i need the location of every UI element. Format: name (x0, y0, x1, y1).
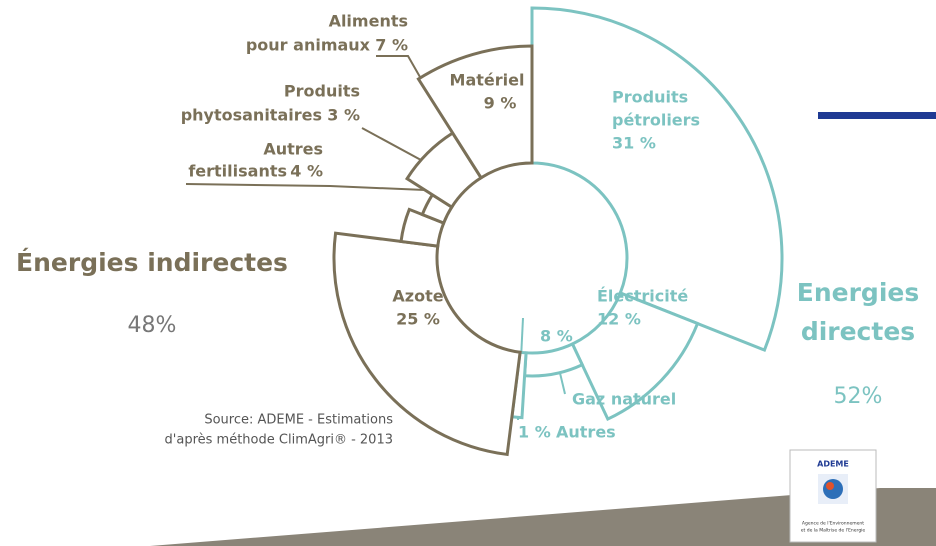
value-label: 8 % (540, 327, 573, 346)
value-label: 12 % (597, 310, 641, 329)
segment-label: Gaz naturel (572, 390, 676, 409)
value-label: 4 % (290, 162, 323, 181)
segment (530, 6, 784, 352)
logo-title: ADEME (817, 460, 849, 469)
value-label: 3 % (327, 106, 360, 125)
segment (522, 341, 585, 378)
segment (332, 231, 522, 457)
segment-label: pour animaux (246, 36, 371, 55)
footer-wedge (150, 488, 936, 546)
segment-label: Autres (556, 423, 616, 442)
segment-label: Électricité (597, 287, 688, 306)
segment (570, 291, 700, 422)
source: Source: ADEME - Estimations (204, 413, 393, 428)
value-label: 1 % (518, 423, 551, 442)
segment-label: pétroliers (612, 111, 700, 130)
segment-label: Azote (392, 287, 443, 306)
group-share: 48% (128, 313, 177, 338)
segment-label: phytosanitaires (181, 106, 322, 125)
value-label: 31 % (612, 134, 656, 153)
logo: ADEME Agence de l'Environnement et de la… (789, 449, 877, 543)
value-label: 9 % (484, 94, 517, 113)
value-label: 25 % (396, 310, 440, 329)
accent-bar (818, 112, 936, 119)
logo-globe (823, 479, 843, 499)
group-title: Energies (797, 278, 919, 307)
segment-label: Produits (284, 82, 360, 101)
segment-label: Matériel (450, 71, 525, 90)
group-share: 52% (834, 384, 883, 409)
segment-label: fertilisants (188, 162, 287, 181)
group-title: directes (801, 317, 915, 346)
group-title: Énergies indirectes (16, 248, 288, 277)
segment-label: Produits (612, 88, 688, 107)
segment (416, 44, 534, 180)
value-label: 7 % (375, 36, 408, 55)
source: d'après méthode ClimAgri® - 2013 (165, 433, 393, 448)
logo-text: et de la Maîtrise de l'Energie (801, 527, 866, 534)
logo-dot (826, 482, 834, 490)
segment-label: Aliments (329, 12, 408, 31)
logo-text: Agence de l'Environnement (802, 521, 864, 527)
segment-label: Autres (263, 140, 323, 159)
